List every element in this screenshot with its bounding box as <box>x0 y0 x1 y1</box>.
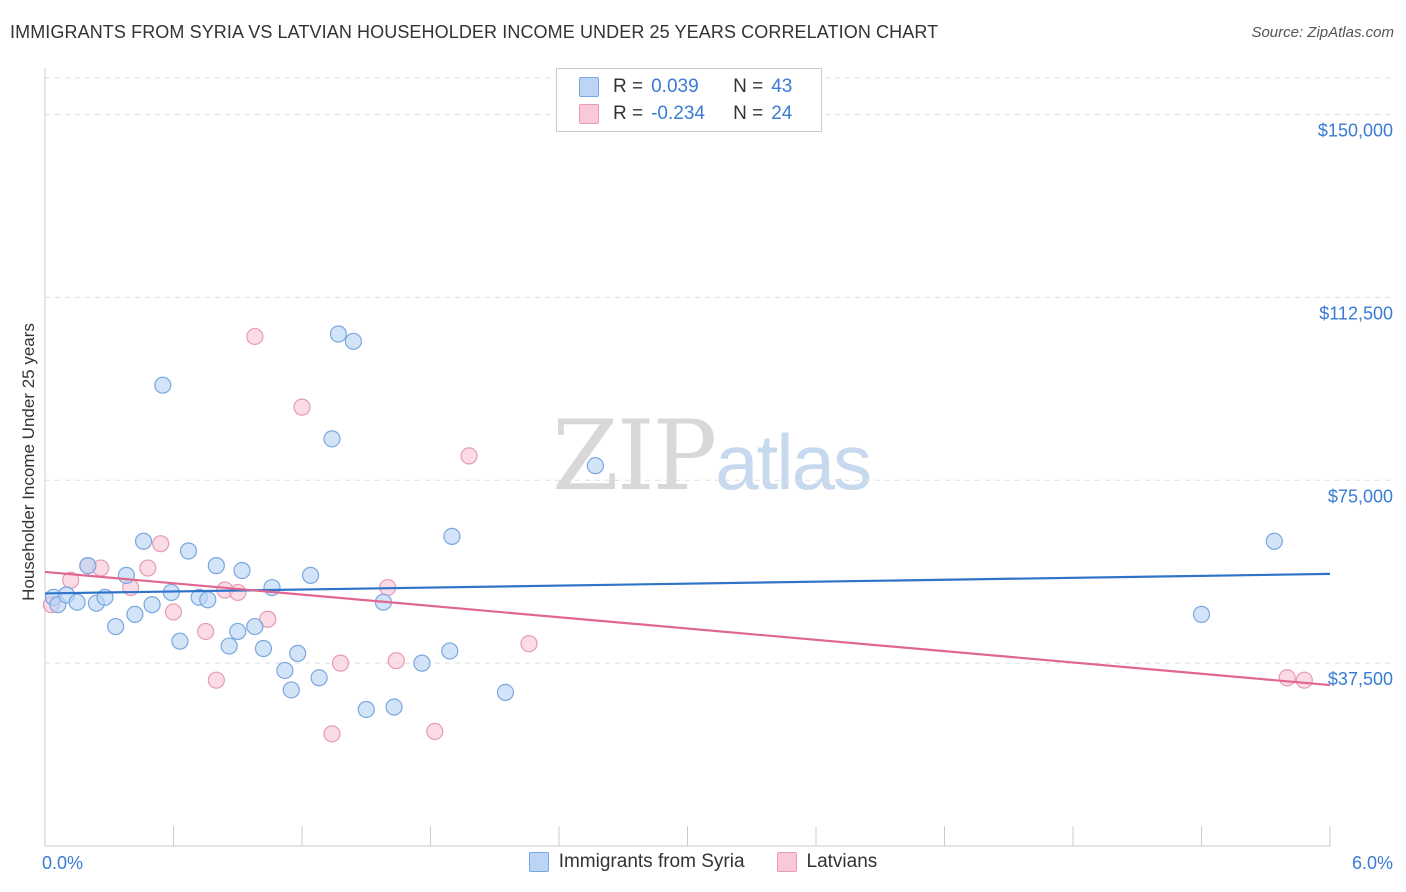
stats-legend: R = 0.039 N = 43 R = -0.234 N = 24 <box>556 68 822 132</box>
y-tick-label: $75,000 <box>1328 486 1393 506</box>
watermark-atlas: atlas <box>715 418 872 506</box>
latvian-trend-line <box>44 570 1331 687</box>
n-value: 24 <box>771 103 793 124</box>
syria-point <box>117 566 135 584</box>
syria-point <box>126 605 144 623</box>
latvian-point <box>293 398 311 416</box>
y-tick-label: $37,500 <box>1328 669 1393 689</box>
syria-point <box>310 669 328 687</box>
watermark: ZIPatlas <box>552 400 872 512</box>
syria-point <box>233 561 251 580</box>
axes <box>44 68 1331 847</box>
syria-point <box>207 557 225 575</box>
syria-point <box>79 557 97 575</box>
legend-item-latvian: Latvians <box>776 851 878 873</box>
syria-point <box>413 654 431 672</box>
latvian-point <box>197 622 215 641</box>
latvian-point <box>259 610 277 628</box>
syria-legend-swatch <box>528 852 549 872</box>
chart-title: IMMIGRANTS FROM SYRIA VS LATVIAN HOUSEHO… <box>10 22 939 42</box>
trend-lines <box>44 570 1331 687</box>
latvian-points <box>42 327 1313 743</box>
y-axis-label: Householder Income Under 25 years <box>19 323 38 601</box>
latvian-point <box>207 671 225 689</box>
syria-points <box>44 325 1283 719</box>
x-tick-label: 6.0% <box>1352 853 1393 873</box>
latvian-point <box>229 583 247 602</box>
syria-point <box>443 527 461 545</box>
latvian-point <box>139 559 157 577</box>
series-legend: Immigrants from Syria Latvians <box>0 851 1406 873</box>
syria-point <box>301 566 320 584</box>
syria-point <box>68 593 86 611</box>
r-value: -0.234 <box>651 103 705 124</box>
syria-point <box>344 332 362 350</box>
syria-point <box>154 376 172 394</box>
source-note: Source: ZipAtlas.com <box>1251 24 1394 41</box>
syria-point <box>229 622 247 641</box>
latvian-point <box>152 535 170 553</box>
syria-swatch <box>579 77 599 97</box>
latvian-swatch <box>579 104 599 124</box>
syria-point <box>254 639 273 658</box>
y-tick-label: $150,000 <box>1318 121 1393 141</box>
latvian-point <box>164 603 183 621</box>
syria-point <box>282 681 300 699</box>
watermark-zip: ZIP <box>552 400 717 512</box>
syria-point <box>1192 605 1211 623</box>
r-value: 0.039 <box>651 76 699 97</box>
latvian-point <box>387 652 405 670</box>
legend-item-syria: Immigrants from Syria <box>528 851 745 873</box>
syria-point <box>143 596 161 614</box>
syria-point <box>289 644 307 662</box>
syria-point <box>357 700 375 719</box>
syria-point <box>496 683 515 702</box>
syria-point <box>171 632 189 650</box>
syria-point <box>220 637 238 655</box>
tick-labels: $37,500 $75,000 $112,500 $150,000 0.0% 6.0% <box>42 121 1393 873</box>
r-label: R = <box>613 76 644 97</box>
syria-point <box>134 532 153 550</box>
r-label: R = <box>613 103 644 124</box>
syria-point <box>385 698 403 716</box>
latvian-point <box>331 654 350 672</box>
n-value: 43 <box>771 76 793 97</box>
legend-row-latvian: R = -0.234 N = 24 <box>579 102 792 126</box>
n-label: N = <box>733 76 764 97</box>
latvian-point <box>323 725 341 743</box>
latvian-point <box>520 635 538 653</box>
syria-point <box>586 457 605 475</box>
latvian-legend-label: Latvians <box>806 851 878 872</box>
syria-point <box>276 661 294 680</box>
n-label: N = <box>733 103 764 124</box>
x-tick-label: 0.0% <box>42 853 83 873</box>
syria-point <box>441 642 459 660</box>
syria-point <box>246 617 264 636</box>
syria-point <box>323 430 341 448</box>
latvian-point <box>426 722 444 741</box>
syria-legend-label: Immigrants from Syria <box>558 851 745 872</box>
latvian-point <box>1295 671 1313 689</box>
y-tick-label: $112,500 <box>1319 303 1393 323</box>
latvian-point <box>1278 669 1296 687</box>
latvian-point <box>460 447 478 465</box>
syria-point <box>179 542 198 560</box>
syria-point <box>107 617 125 636</box>
legend-row-syria: R = 0.039 N = 43 <box>579 75 792 99</box>
syria-point <box>199 591 217 609</box>
latvian-legend-swatch <box>776 852 797 872</box>
syria-point <box>1265 532 1283 550</box>
syria-point <box>329 325 348 343</box>
latvian-point <box>246 327 264 346</box>
